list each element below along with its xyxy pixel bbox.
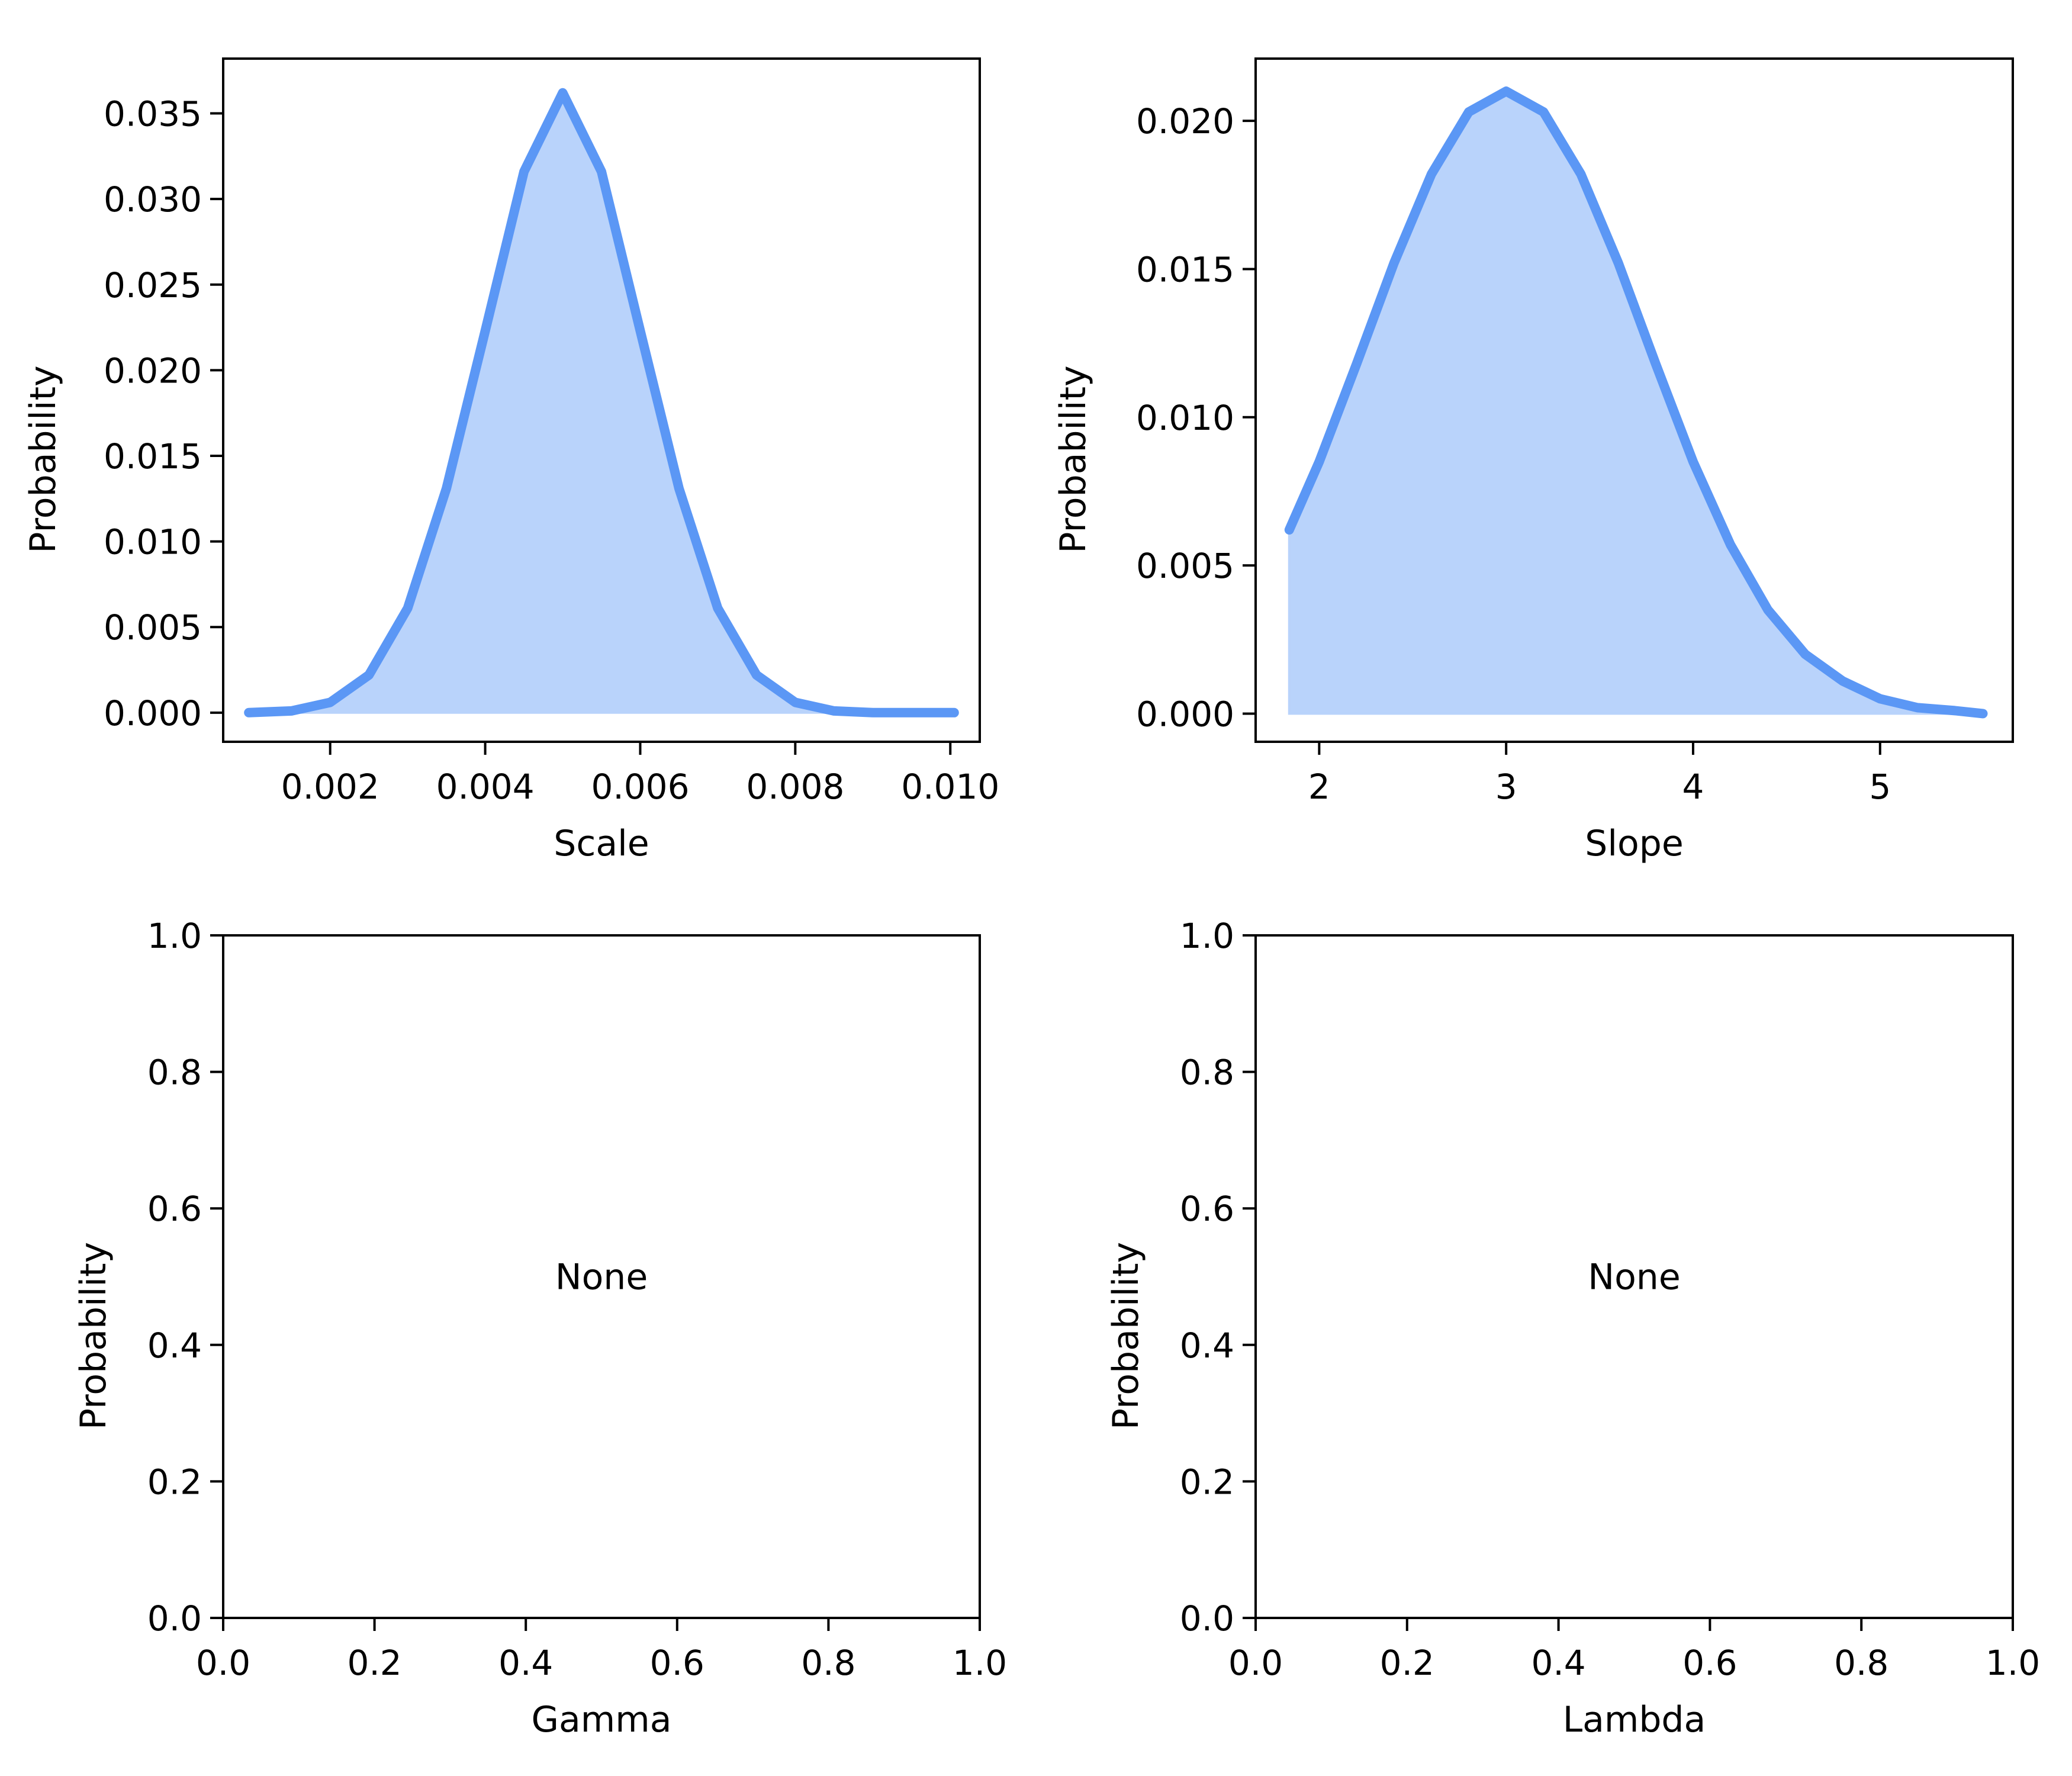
- x-tick-label-gamma: 0.4: [498, 1643, 553, 1683]
- y-tick-label-slope: 0.005: [1136, 546, 1234, 586]
- y-tick-label-scale: 0.015: [104, 436, 202, 477]
- y-axis-label-slope: Probability: [1053, 365, 1094, 553]
- y-tick-label-gamma: 0.2: [147, 1462, 202, 1502]
- x-tick-label-scale: 0.004: [436, 767, 535, 807]
- x-tick-label-lambda: 0.8: [1834, 1643, 1888, 1683]
- x-tick-label-gamma: 0.8: [801, 1643, 855, 1683]
- y-tick-label-scale: 0.010: [104, 522, 202, 562]
- x-axis-label-slope: Slope: [1585, 823, 1683, 864]
- x-tick-label-lambda: 0.4: [1531, 1643, 1585, 1683]
- y-tick-label-lambda: 0.8: [1180, 1053, 1234, 1093]
- plot-frame-scale: [222, 57, 981, 743]
- x-tick-label-slope: 2: [1308, 767, 1330, 807]
- x-tick-label-lambda: 0.2: [1380, 1643, 1434, 1683]
- x-tick-label-slope: 3: [1495, 767, 1517, 807]
- y-tick-label-lambda: 0.2: [1180, 1462, 1234, 1502]
- annotation-gamma: None: [555, 1257, 648, 1298]
- x-axis-label-scale: Scale: [554, 823, 649, 864]
- y-tick-label-slope: 0.000: [1136, 694, 1234, 734]
- y-tick-label-lambda: 0.0: [1180, 1598, 1234, 1639]
- chart-panel-lambda: 0.0 0.2 0.4 0.6 0.8 1.0 0.0 0.2 0.4 0.6 0.8 1.0 Lamb…: [1105, 916, 2040, 1740]
- x-tick-label-lambda: 0.0: [1228, 1643, 1283, 1683]
- y-tick-label-gamma: 0.4: [147, 1325, 202, 1366]
- y-axis-label-scale: Probability: [22, 365, 64, 553]
- x-tick-label-slope: 4: [1682, 767, 1704, 807]
- y-tick-label-scale: 0.000: [104, 693, 202, 733]
- x-tick-label-scale: 0.002: [281, 767, 379, 807]
- y-tick-label-lambda: 0.4: [1180, 1325, 1234, 1366]
- x-tick-label-gamma: 0.2: [347, 1643, 401, 1683]
- y-tick-label-scale: 0.020: [104, 350, 202, 391]
- chart-panel-gamma: 0.0 0.2 0.4 0.6 0.8 1.0 0.0 0.2 0.4 0.6 0.8 1.0 Gamm…: [73, 916, 1007, 1740]
- y-tick-label-scale: 0.035: [104, 94, 202, 134]
- plot-frame-lambda: [1254, 934, 2014, 1619]
- annotation-lambda: None: [1588, 1257, 1681, 1298]
- area-fill-slope: [1288, 89, 1983, 715]
- series-line-slope: [1284, 86, 1988, 719]
- y-tick-label-gamma: 1.0: [147, 916, 202, 956]
- y-tick-label-scale: 0.030: [104, 179, 202, 220]
- y-tick-label-gamma: 0.8: [147, 1053, 202, 1093]
- y-tick-label-scale: 0.005: [104, 607, 202, 648]
- y-tick-label-lambda: 0.6: [1180, 1189, 1234, 1229]
- series-line-scale: [244, 88, 959, 718]
- x-tick-label-scale: 0.006: [591, 767, 689, 807]
- y-axis-label-gamma: Probability: [73, 1242, 114, 1430]
- plot-frame-gamma: [222, 934, 981, 1619]
- chart-panel-slope: 2 3 4 5 0.000 0.005 0.010 0.015 0.020 Slope Probab…: [1053, 57, 2014, 864]
- x-axis-label-gamma: Gamma: [532, 1699, 672, 1740]
- x-axis-label-lambda: Lambda: [1563, 1699, 1706, 1740]
- x-tick-label-gamma: 1.0: [953, 1643, 1007, 1683]
- y-tick-label-scale: 0.025: [104, 265, 202, 305]
- x-tick-label-slope: 5: [1869, 767, 1891, 807]
- x-tick-label-lambda: 1.0: [1986, 1643, 2040, 1683]
- x-tick-label-gamma: 0.6: [650, 1643, 704, 1683]
- chart-panel-scale: 0.002 0.004 0.006 0.008 0.010 0.000 0.005 0.010…: [22, 57, 999, 864]
- y-tick-label-slope: 0.010: [1136, 398, 1234, 438]
- y-tick-label-slope: 0.020: [1136, 101, 1234, 141]
- y-tick-label-gamma: 0.0: [147, 1598, 202, 1639]
- x-tick-label-lambda: 0.6: [1682, 1643, 1737, 1683]
- y-tick-label-slope: 0.015: [1136, 249, 1234, 289]
- y-axis-label-lambda: Probability: [1105, 1242, 1147, 1430]
- y-tick-label-lambda: 1.0: [1180, 916, 1234, 956]
- plot-frame-slope: [1254, 57, 2014, 743]
- x-tick-label-gamma: 0.0: [196, 1643, 250, 1683]
- y-tick-label-gamma: 0.6: [147, 1189, 202, 1229]
- x-tick-label-scale: 0.008: [746, 767, 844, 807]
- x-tick-label-scale: 0.010: [901, 767, 999, 807]
